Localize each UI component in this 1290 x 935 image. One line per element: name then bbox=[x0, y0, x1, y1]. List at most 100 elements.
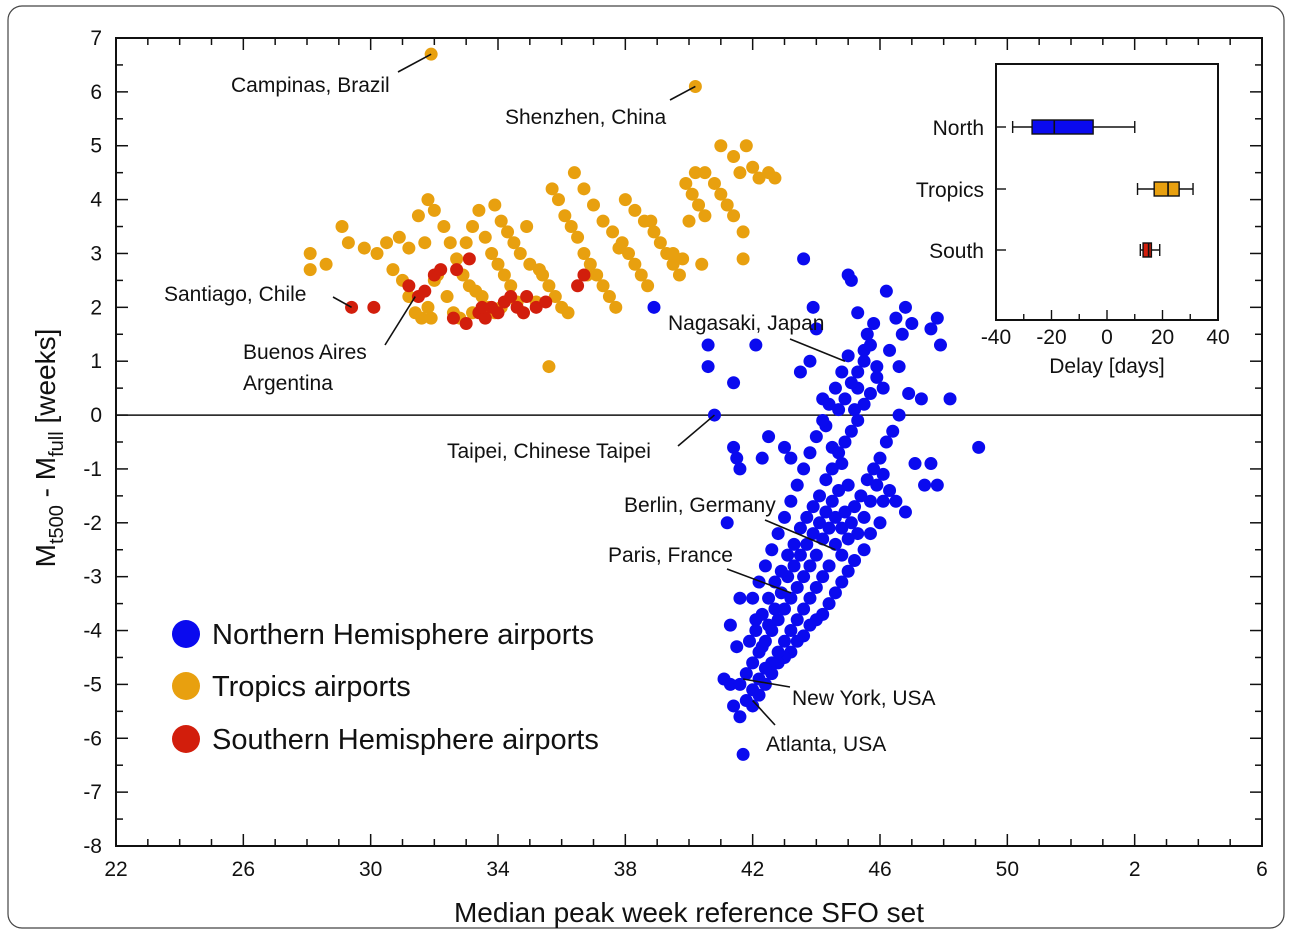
data-point bbox=[692, 198, 706, 212]
data-point bbox=[803, 559, 817, 573]
data-point bbox=[733, 166, 747, 180]
data-point bbox=[841, 532, 855, 546]
data-point bbox=[784, 591, 798, 605]
data-point bbox=[863, 494, 877, 508]
data-point bbox=[602, 290, 616, 304]
data-point bbox=[676, 252, 690, 266]
data-point bbox=[870, 360, 884, 374]
data-point bbox=[857, 543, 871, 557]
y-tick-label: 5 bbox=[90, 135, 102, 158]
data-point bbox=[905, 316, 919, 330]
data-point bbox=[787, 559, 801, 573]
data-point bbox=[596, 214, 610, 228]
data-point bbox=[822, 559, 836, 573]
data-point bbox=[781, 548, 795, 562]
data-point bbox=[860, 327, 874, 341]
data-point bbox=[879, 435, 893, 449]
data-point bbox=[879, 284, 893, 298]
data-point bbox=[832, 446, 846, 460]
data-point bbox=[898, 300, 912, 314]
data-point bbox=[733, 591, 747, 605]
data-point bbox=[784, 624, 798, 638]
annotation-campinas: Campinas, Brazil bbox=[231, 74, 390, 97]
data-point bbox=[590, 268, 604, 282]
data-point bbox=[730, 640, 744, 654]
data-point bbox=[851, 413, 865, 427]
data-point bbox=[714, 139, 728, 153]
data-point bbox=[765, 543, 779, 557]
annotation-leader-line bbox=[764, 519, 836, 551]
data-point bbox=[924, 457, 938, 471]
data-point bbox=[933, 338, 947, 352]
data-point bbox=[758, 559, 772, 573]
y-tick-label: 0 bbox=[90, 404, 102, 427]
data-point bbox=[402, 290, 416, 304]
data-point bbox=[727, 440, 741, 454]
data-point bbox=[813, 489, 827, 503]
data-point bbox=[567, 166, 581, 180]
data-point bbox=[459, 316, 473, 330]
data-point bbox=[883, 483, 897, 497]
data-point bbox=[733, 677, 747, 691]
data-point bbox=[720, 198, 734, 212]
y-tick-label: 2 bbox=[90, 296, 102, 319]
data-point bbox=[793, 521, 807, 535]
y-tick-label: -4 bbox=[83, 620, 102, 643]
x-tick-label: 50 bbox=[996, 858, 1019, 881]
y-axis-title-m: M bbox=[30, 544, 61, 567]
data-point bbox=[806, 527, 820, 541]
data-point bbox=[860, 473, 874, 487]
data-point bbox=[647, 225, 661, 239]
inset-x-tick-label: 20 bbox=[1151, 326, 1174, 349]
annotation-leader-line bbox=[752, 700, 776, 726]
data-point bbox=[828, 586, 842, 600]
data-point bbox=[749, 624, 763, 638]
data-point bbox=[459, 236, 473, 250]
data-point bbox=[736, 225, 750, 239]
data-point bbox=[771, 527, 785, 541]
y-axis-title-sub1: t500 bbox=[46, 505, 68, 544]
data-point bbox=[513, 246, 527, 260]
y-axis-title: Mt500 - Mfull [weeks] bbox=[30, 329, 68, 568]
inset-box-north: North bbox=[933, 117, 1136, 140]
data-point bbox=[596, 279, 610, 293]
data-point bbox=[701, 360, 715, 374]
y-tick-label: -5 bbox=[83, 673, 102, 696]
series-southern bbox=[345, 252, 591, 330]
data-point bbox=[628, 203, 642, 217]
data-point bbox=[771, 613, 785, 627]
data-point bbox=[930, 478, 944, 492]
y-tick-label: 1 bbox=[90, 350, 102, 373]
data-point bbox=[876, 381, 890, 395]
data-point bbox=[341, 236, 355, 250]
inset-x-tick-label: 40 bbox=[1206, 326, 1229, 349]
data-point bbox=[497, 268, 511, 282]
data-point bbox=[870, 370, 884, 384]
data-point bbox=[768, 602, 782, 616]
data-point bbox=[803, 591, 817, 605]
data-point bbox=[542, 279, 556, 293]
data-point bbox=[504, 290, 518, 304]
data-point bbox=[682, 214, 696, 228]
data-point bbox=[848, 554, 862, 568]
annotation-nagasaki: Nagasaki, Japan bbox=[668, 312, 824, 335]
data-point bbox=[571, 230, 585, 244]
inset-category-label: North bbox=[933, 117, 984, 140]
data-point bbox=[723, 618, 737, 632]
data-point bbox=[854, 489, 868, 503]
data-point bbox=[844, 424, 858, 438]
data-point bbox=[844, 273, 858, 287]
data-point bbox=[841, 478, 855, 492]
data-point bbox=[488, 198, 502, 212]
data-point bbox=[507, 236, 521, 250]
data-point bbox=[809, 548, 823, 562]
data-point bbox=[437, 220, 451, 234]
data-point bbox=[402, 279, 416, 293]
inset-box bbox=[1031, 119, 1094, 135]
data-point bbox=[335, 220, 349, 234]
data-point bbox=[787, 537, 801, 551]
data-point bbox=[571, 279, 585, 293]
data-point bbox=[876, 494, 890, 508]
annotation-leader-line bbox=[332, 296, 352, 309]
data-point bbox=[475, 300, 489, 314]
